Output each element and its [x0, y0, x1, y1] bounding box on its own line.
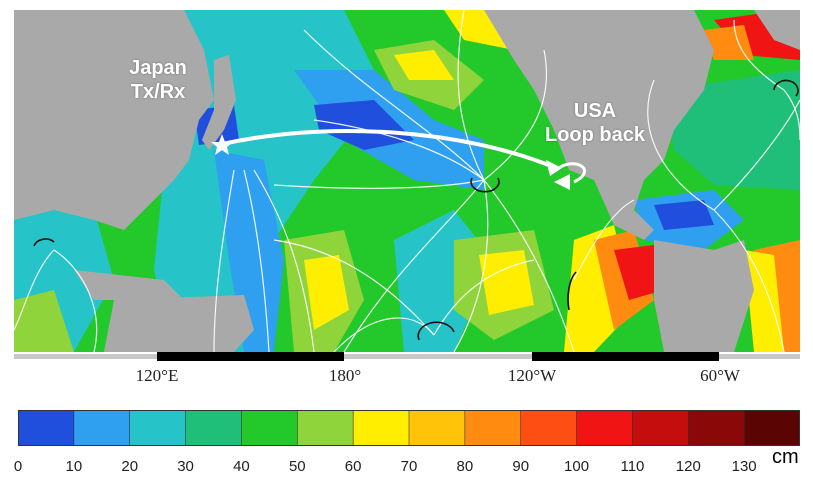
land-central-america: [594, 180, 654, 240]
ocean-region-yellow-centre: [479, 250, 534, 315]
origin-label-line2: Tx/Rx: [130, 81, 186, 103]
origin-label-line1: Japan: [129, 57, 187, 79]
colorbar-swatch: [185, 410, 243, 446]
ocean-region-red-peru: [614, 245, 664, 300]
colorbar-tick-label: 50: [288, 458, 306, 475]
scale-segment-2: [532, 352, 719, 361]
colorbar-tick-label: 90: [512, 458, 530, 475]
amphidromic-arrow-indian: [33, 238, 55, 247]
loopback-arrow: [555, 162, 586, 184]
ocean-region-yellow-north: [394, 50, 454, 80]
signal-path: [221, 129, 557, 170]
colorbar-tick-label: 20: [121, 458, 139, 475]
colorbar-tick-label: 30: [177, 458, 194, 475]
colorbar-tick-label: 130: [731, 458, 757, 475]
colorbar-unit: cm: [772, 446, 799, 468]
colorbar-tick-label: 0: [13, 458, 23, 475]
ocean-region-deepblue-atlantic: [654, 200, 714, 230]
colorbar-tick-label: 110: [620, 458, 645, 475]
colorbar-swatch: [520, 410, 578, 446]
loopback-arrowhead: [554, 174, 570, 190]
ocean-region-blue-kuroshio: [214, 150, 284, 352]
destination-label: USA Loop back: [525, 99, 665, 147]
destination-label-line1: USA: [573, 100, 617, 122]
longitude-label-180: 180°: [328, 366, 362, 385]
colorbar-swatch: [352, 410, 410, 446]
amphidromic-arrow-atlantic: [773, 79, 799, 97]
colorbar-swatch: [241, 410, 299, 446]
colorbar-tick-label: 40: [233, 458, 250, 475]
colorbar-swatch: [576, 410, 634, 446]
cotidal-lines: [14, 10, 800, 352]
colorbar-swatch: [73, 410, 131, 446]
colorbar-tick-label: 80: [456, 458, 474, 475]
ocean-region-yellow-west: [304, 255, 349, 330]
land-japan: [202, 55, 236, 150]
colorbar-tick-label: 120: [675, 458, 701, 475]
longitude-scale-bar: [14, 352, 800, 361]
ocean-region-lime-sw: [14, 290, 74, 352]
origin-label: Japan Tx/Rx: [118, 56, 198, 104]
ocean-region-green-light-atl: [664, 70, 800, 190]
amphidromic-arrow-peru: [567, 271, 577, 311]
ocean-region-deepblue-north: [314, 100, 414, 150]
land-australia: [104, 295, 254, 352]
longitude-label-120w: 120°W: [507, 366, 557, 385]
colorbar-tick-label: 70: [400, 458, 418, 475]
tidal-amplitude-map: [14, 10, 800, 352]
colorbar-swatch: [743, 410, 800, 446]
amplitude-colorbar: [18, 410, 800, 446]
amphidromic-arrows: [33, 79, 799, 341]
land-greenland: [754, 10, 800, 50]
colorbar-tick-label: 60: [344, 458, 362, 475]
amphidromic-arrow-ne-pacific: [470, 177, 500, 193]
destination-label-line2: Loop back: [544, 124, 645, 146]
longitude-label-120e: 120°E: [135, 366, 179, 385]
colorbar-tick-label: 100: [564, 458, 590, 475]
ocean-region-orange-gulf: [704, 25, 754, 60]
colorbar-swatch: [464, 410, 522, 446]
ocean-region-yellow-east: [744, 250, 784, 352]
colorbar-swatch: [408, 410, 466, 446]
land-south-america: [654, 240, 754, 352]
japan-star-icon: [211, 134, 233, 155]
colorbar-swatch: [296, 410, 354, 446]
colorbar-tick-label: 10: [65, 458, 83, 475]
land-asia: [14, 10, 214, 230]
colorbar-swatch: [129, 410, 187, 446]
colorbar-swatch: [632, 410, 690, 446]
colorbar-swatch: [18, 410, 75, 446]
colorbar-swatch: [687, 410, 745, 446]
amphidromic-arrow-south: [417, 321, 455, 341]
scale-segment-1: [157, 352, 344, 361]
land-north-america: [484, 10, 714, 210]
signal-path-arrowhead: [546, 160, 562, 176]
longitude-label-60w: 60°W: [700, 366, 740, 385]
land-indonesia: [74, 270, 184, 300]
